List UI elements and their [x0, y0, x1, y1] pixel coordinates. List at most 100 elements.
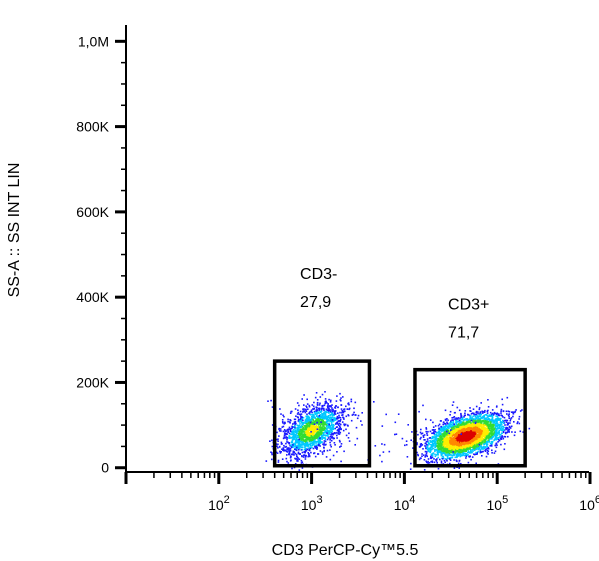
- event-dot: [316, 448, 318, 450]
- event-dot: [306, 448, 309, 451]
- event-dot: [299, 437, 302, 440]
- event-dot: [485, 424, 487, 427]
- event-dot: [328, 398, 330, 401]
- event-dot: [461, 454, 464, 456]
- event-dot: [316, 416, 319, 418]
- event-dot: [290, 410, 292, 413]
- event-dot: [473, 442, 475, 444]
- event-dot: [324, 391, 326, 393]
- event-dot: [474, 426, 477, 428]
- event-dot: [457, 435, 460, 438]
- event-dot: [323, 447, 325, 449]
- event-dot: [482, 419, 485, 422]
- event-dot: [499, 423, 502, 426]
- event-dot: [468, 426, 471, 429]
- event-dot: [313, 401, 315, 404]
- event-dot: [484, 447, 486, 449]
- event-dot: [342, 414, 344, 416]
- event-dot: [299, 446, 301, 448]
- event-dot: [310, 413, 312, 416]
- event-dot: [480, 431, 482, 434]
- event-dot: [486, 422, 489, 425]
- event-dot: [435, 442, 438, 445]
- event-dot: [298, 428, 301, 431]
- event-dot: [301, 448, 304, 451]
- event-dot: [507, 435, 509, 438]
- event-dot: [307, 447, 310, 450]
- event-dot: [452, 438, 454, 441]
- event-dot: [506, 419, 509, 422]
- event-dot: [504, 436, 507, 438]
- event-dot: [434, 440, 437, 443]
- event-dot: [472, 424, 475, 426]
- event-dot: [300, 419, 302, 422]
- event-dot: [308, 404, 311, 407]
- event-dot: [338, 422, 341, 425]
- event-dot: [304, 430, 307, 433]
- event-dot: [438, 431, 440, 433]
- event-dot: [451, 444, 453, 446]
- event-dot: [496, 413, 498, 415]
- event-dot: [439, 436, 441, 438]
- event-dot: [308, 405, 311, 408]
- event-dot: [453, 453, 456, 456]
- event-dot: [506, 422, 509, 425]
- event-dot: [314, 455, 317, 458]
- event-dot: [305, 444, 308, 446]
- event-dot: [310, 427, 312, 430]
- event-dot: [429, 430, 432, 433]
- event-dot: [350, 419, 353, 422]
- event-dot: [450, 425, 453, 428]
- event-dot: [437, 443, 439, 445]
- event-dot: [500, 436, 502, 438]
- event-dot: [344, 424, 346, 426]
- event-dot: [326, 428, 328, 430]
- event-dot: [455, 453, 458, 456]
- event-dot: [300, 420, 303, 423]
- event-dot: [305, 435, 308, 438]
- event-dot: [277, 438, 279, 440]
- event-dot: [350, 398, 353, 401]
- event-dot: [329, 410, 332, 413]
- event-dot: [481, 410, 483, 413]
- event-dot: [296, 428, 298, 430]
- event-dot: [449, 443, 452, 445]
- event-dot: [452, 422, 454, 424]
- event-dot: [332, 426, 334, 428]
- event-dot: [490, 437, 493, 440]
- event-dot: [479, 449, 482, 451]
- event-dot: [466, 436, 468, 438]
- event-dot: [335, 422, 338, 424]
- event-dot: [501, 421, 504, 424]
- event-dot: [321, 420, 323, 422]
- event-dot: [328, 411, 330, 414]
- event-dot: [466, 418, 469, 420]
- event-dot: [446, 429, 449, 431]
- event-dot: [458, 427, 461, 430]
- event-dot: [493, 434, 496, 437]
- event-dot: [302, 446, 304, 449]
- event-dot: [311, 433, 314, 435]
- event-dot: [446, 460, 448, 462]
- event-dot: [485, 431, 487, 434]
- event-dot: [331, 423, 333, 425]
- event-dot: [307, 434, 310, 437]
- event-dot: [432, 447, 435, 450]
- event-dot: [459, 441, 462, 444]
- event-dot: [421, 455, 423, 457]
- event-dot: [489, 419, 491, 421]
- event-dot: [444, 443, 446, 446]
- event-dot: [312, 423, 314, 425]
- event-dot: [315, 437, 318, 440]
- event-dot: [478, 434, 480, 437]
- event-dot: [298, 441, 301, 444]
- event-dot: [473, 427, 476, 430]
- event-dot: [312, 436, 315, 438]
- event-dot: [463, 427, 465, 430]
- event-dot: [310, 409, 313, 411]
- event-dot: [324, 400, 327, 403]
- event-dot: [508, 415, 510, 418]
- event-dot: [425, 444, 428, 446]
- event-dot: [468, 434, 470, 436]
- event-dot: [463, 414, 466, 417]
